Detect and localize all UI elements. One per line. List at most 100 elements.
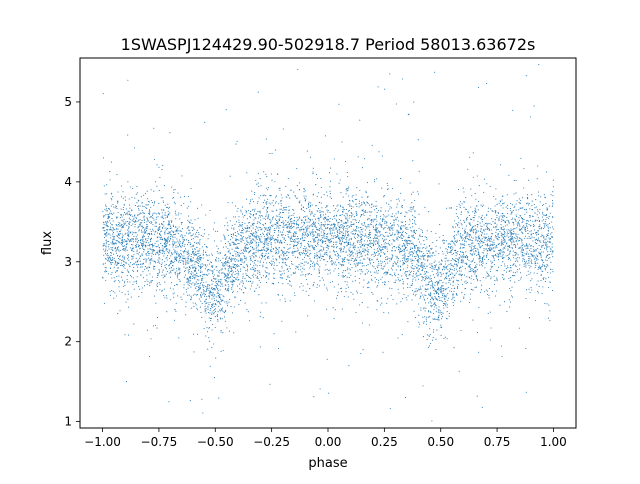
- data-point: [426, 230, 428, 232]
- data-point: [381, 276, 383, 278]
- data-point: [193, 277, 195, 279]
- data-point: [190, 271, 192, 273]
- data-point: [415, 288, 417, 290]
- data-point: [343, 237, 345, 239]
- data-point: [316, 195, 318, 198]
- data-point: [158, 270, 161, 272]
- data-point: [336, 246, 338, 248]
- data-point: [111, 247, 114, 249]
- data-point: [321, 229, 323, 231]
- data-point: [471, 270, 473, 272]
- data-point: [414, 277, 416, 279]
- data-point: [338, 274, 340, 277]
- data-point: [521, 207, 523, 209]
- data-point: [167, 248, 169, 250]
- data-point: [290, 241, 292, 243]
- data-point: [225, 262, 227, 264]
- data-point: [217, 319, 219, 321]
- data-point: [270, 248, 272, 251]
- data-point: [210, 317, 212, 319]
- data-point: [350, 263, 352, 266]
- data-point: [369, 261, 371, 263]
- data-point: [178, 259, 180, 261]
- data-point: [491, 229, 493, 231]
- data-point: [305, 247, 307, 249]
- data-point: [174, 309, 176, 311]
- data-point: [116, 275, 118, 278]
- data-point: [202, 288, 204, 290]
- data-point: [511, 241, 513, 244]
- data-point: [151, 249, 153, 251]
- data-point: [282, 283, 284, 285]
- data-point: [104, 253, 107, 255]
- data-point: [415, 223, 417, 225]
- data-point: [216, 283, 218, 285]
- data-point: [214, 316, 216, 318]
- data-point: [139, 219, 141, 221]
- data-point: [527, 263, 529, 265]
- data-point: [132, 247, 135, 249]
- data-point: [428, 281, 430, 283]
- data-point: [387, 185, 389, 187]
- data-point: [116, 216, 118, 218]
- data-point: [460, 300, 462, 302]
- data-point: [308, 225, 310, 227]
- data-point: [316, 235, 318, 237]
- data-point: [435, 273, 437, 275]
- data-point: [547, 264, 549, 266]
- data-point: [525, 209, 527, 211]
- data-point: [149, 260, 151, 262]
- data-point: [259, 281, 262, 284]
- data-point: [532, 240, 534, 242]
- data-point: [347, 254, 349, 256]
- data-point: [226, 222, 228, 224]
- data-point: [414, 291, 416, 293]
- data-point: [509, 250, 512, 252]
- data-point: [312, 261, 314, 263]
- data-point: [365, 192, 367, 194]
- data-point: [392, 262, 394, 265]
- data-point: [214, 278, 216, 280]
- data-point: [528, 235, 530, 237]
- data-point: [395, 269, 397, 271]
- data-point: [384, 247, 386, 249]
- data-point: [490, 276, 492, 278]
- data-point: [157, 274, 159, 276]
- data-point: [472, 152, 474, 154]
- data-point: [388, 203, 390, 205]
- data-point: [173, 296, 175, 298]
- data-point: [384, 242, 386, 244]
- data-point: [317, 222, 320, 225]
- data-point: [382, 249, 384, 251]
- data-point: [532, 246, 534, 248]
- data-point: [293, 273, 295, 275]
- data-point: [409, 237, 411, 239]
- data-point: [431, 270, 433, 272]
- data-point: [233, 250, 235, 252]
- data-point: [530, 245, 532, 247]
- data-point: [252, 215, 254, 217]
- data-point: [108, 233, 110, 235]
- data-point: [284, 298, 286, 300]
- data-point: [474, 211, 476, 213]
- data-point: [468, 239, 470, 241]
- data-point: [412, 278, 414, 280]
- data-point: [118, 275, 120, 277]
- data-point: [121, 243, 124, 245]
- data-point: [552, 228, 554, 230]
- data-point: [508, 222, 510, 224]
- data-point: [112, 240, 114, 243]
- data-point: [259, 222, 261, 224]
- data-point: [473, 219, 475, 221]
- data-point: [240, 238, 242, 240]
- data-point: [189, 229, 191, 231]
- data-point: [174, 233, 176, 236]
- data-point: [494, 222, 496, 224]
- data-point: [375, 224, 377, 226]
- data-point: [512, 250, 514, 252]
- data-point: [475, 228, 477, 230]
- data-point: [542, 244, 544, 246]
- data-point: [390, 226, 392, 228]
- data-point: [386, 251, 388, 253]
- data-point: [241, 258, 243, 260]
